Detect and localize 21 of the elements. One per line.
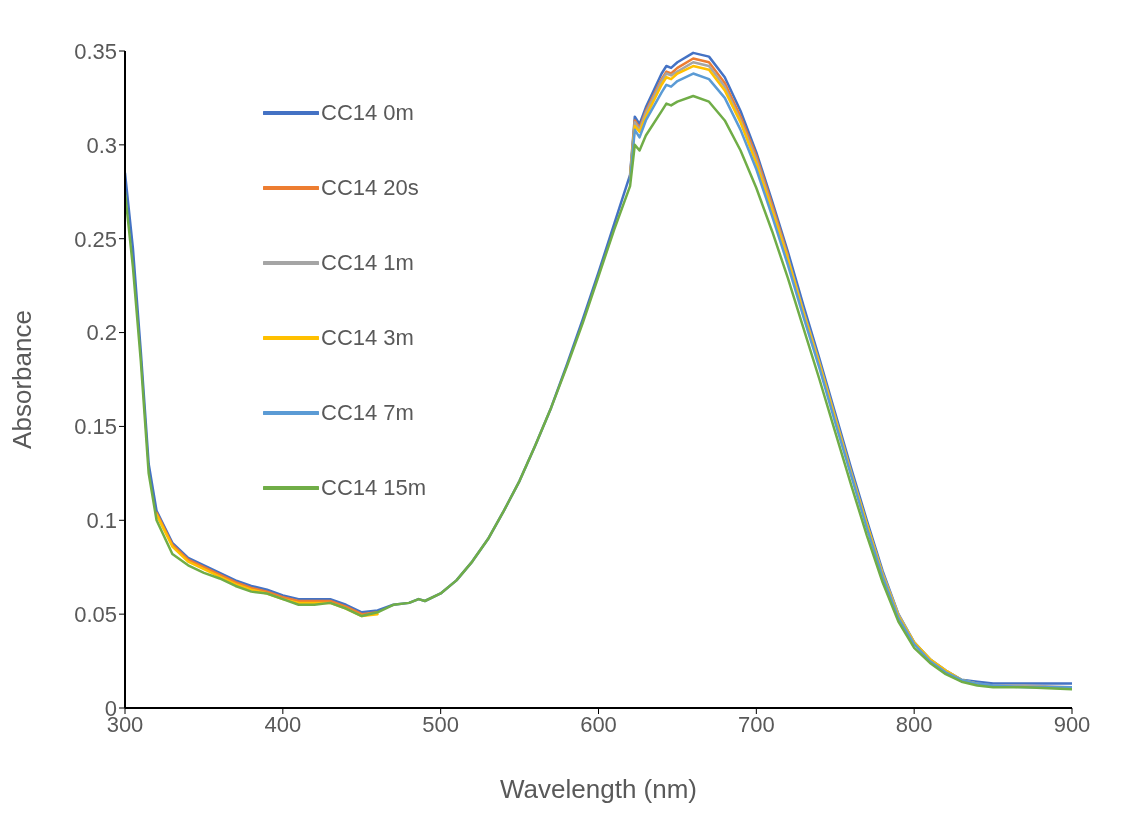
legend-label: CC14 15m xyxy=(321,475,427,501)
x-tick-label: 800 xyxy=(895,711,933,737)
y-axis-title: Absorbance xyxy=(7,310,38,449)
x-tick-label: 600 xyxy=(580,711,617,737)
x-tick-label: 900 xyxy=(1053,711,1091,737)
legend-label: CC14 20s xyxy=(321,175,419,201)
y-tick-label: 0.25 xyxy=(74,226,117,252)
y-tick-label: 0.35 xyxy=(74,38,117,64)
x-tick-label: 700 xyxy=(737,711,775,737)
y-tick-label: 0.05 xyxy=(74,601,117,627)
y-tick-label: 0.2 xyxy=(86,320,117,346)
legend-label: CC14 1m xyxy=(321,250,414,276)
x-axis-title: Wavelength (nm) xyxy=(500,774,697,804)
legend-label: CC14 0m xyxy=(321,100,414,126)
y-tick-label: 0.15 xyxy=(74,414,117,440)
legend-label: CC14 3m xyxy=(321,325,414,351)
x-tick-label: 500 xyxy=(422,711,460,737)
x-tick-label: 400 xyxy=(264,711,302,737)
y-tick-label: 0.3 xyxy=(86,132,117,158)
legend-label: CC14 7m xyxy=(321,400,414,426)
y-tick-label: 0.1 xyxy=(86,508,117,534)
